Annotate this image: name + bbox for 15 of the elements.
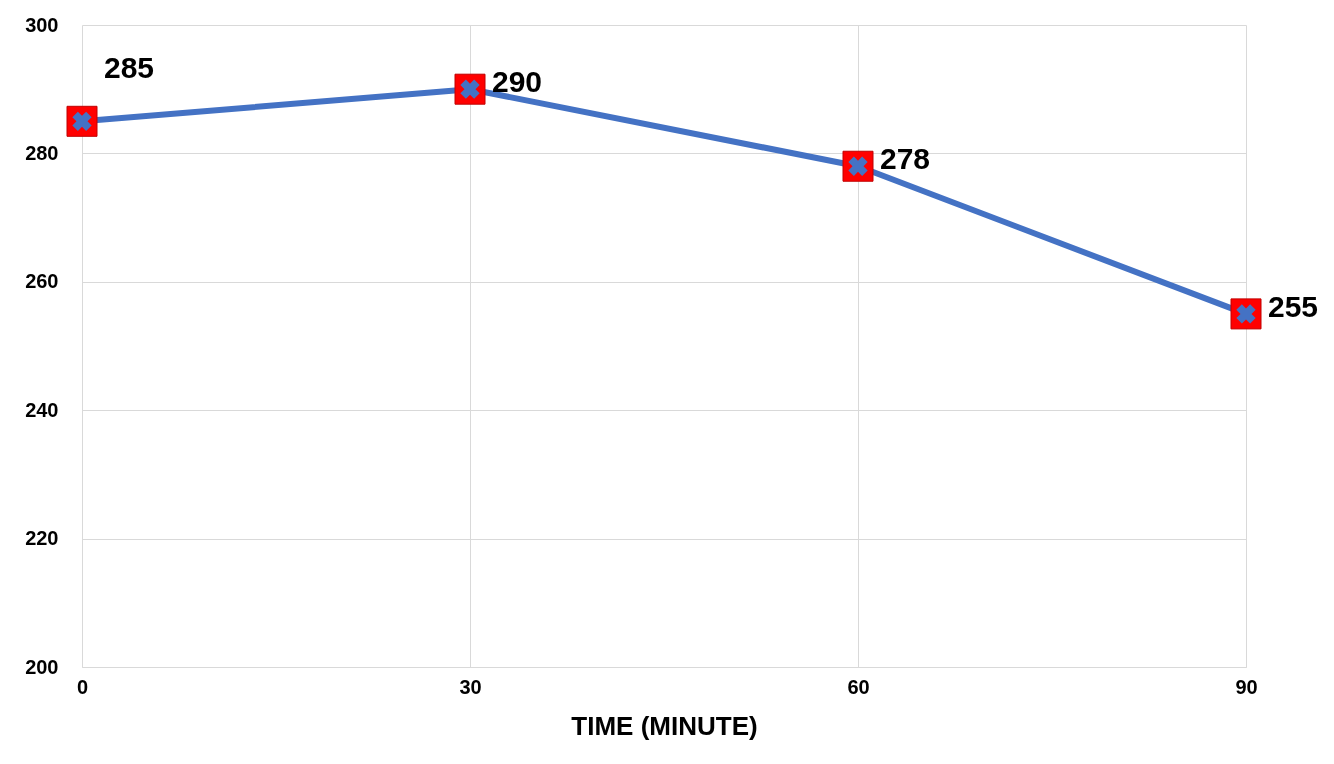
- y-tick-label: 220: [25, 527, 59, 550]
- x-tick-label: 90: [1235, 675, 1258, 698]
- x-tick-label: 0: [76, 675, 89, 698]
- x-axis-title: TIME (MINUTE): [571, 710, 758, 741]
- y-tick-label: 240: [25, 398, 59, 421]
- data-label: 285: [104, 51, 155, 85]
- data-label: 290: [492, 65, 543, 99]
- data-label: 255: [1268, 289, 1319, 323]
- y-tick-label: 280: [25, 141, 59, 164]
- x-tick-label: 30: [459, 675, 482, 698]
- data-label: 278: [880, 142, 931, 176]
- y-tick-label: 200: [25, 655, 59, 678]
- y-tick-label: 300: [25, 13, 59, 36]
- x-tick-label: 60: [847, 675, 870, 698]
- y-tick-label: 260: [25, 270, 59, 293]
